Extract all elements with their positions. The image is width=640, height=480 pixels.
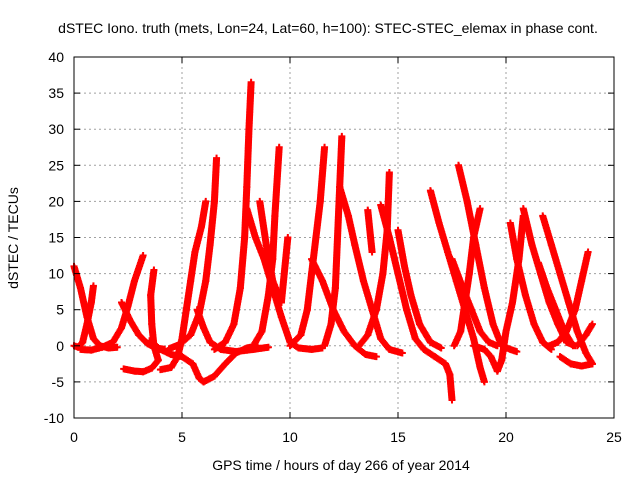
y-tick-label: 0 — [56, 338, 64, 354]
x-tick-label: 15 — [390, 429, 406, 445]
data-point — [264, 343, 272, 351]
data-arc — [146, 337, 262, 386]
data-point — [150, 266, 158, 274]
data-arc — [118, 298, 169, 353]
data-points — [70, 78, 596, 404]
y-tick-label: 25 — [48, 157, 64, 173]
data-point — [284, 234, 292, 241]
data-point — [385, 169, 393, 177]
data-point — [139, 252, 147, 260]
y-tick-label: -5 — [52, 374, 65, 390]
x-tick-label: 10 — [282, 429, 298, 445]
data-point — [202, 197, 210, 205]
y-tick-label: 5 — [56, 302, 64, 318]
data-arc — [448, 255, 501, 350]
x-tick-label: 20 — [498, 429, 514, 445]
data-arc — [76, 252, 147, 354]
y-axis: -10 -5 0 5 10 15 20 25 30 35 40 — [44, 49, 614, 426]
data-point — [247, 78, 255, 86]
data-point — [588, 360, 596, 368]
y-axis-label: dSTEC / TECUs — [5, 187, 21, 289]
data-point — [476, 205, 484, 213]
y-tick-label: 40 — [48, 49, 64, 65]
data-point — [584, 248, 592, 256]
x-tick-label: 0 — [70, 429, 78, 445]
y-tick-label: 15 — [48, 230, 64, 246]
data-arc — [364, 206, 376, 256]
data-point — [372, 353, 380, 361]
data-arc — [210, 78, 255, 353]
data-arc — [556, 353, 596, 370]
y-tick-label: 30 — [48, 121, 64, 137]
data-point — [513, 348, 521, 356]
data-arc — [545, 248, 592, 350]
data-arc — [573, 320, 596, 350]
y-tick-label: -10 — [44, 410, 64, 426]
data-point — [89, 282, 97, 290]
data-arc — [506, 219, 555, 353]
data-point — [338, 132, 346, 140]
data-point — [321, 143, 329, 151]
data-point — [448, 396, 456, 404]
data-arc — [256, 197, 292, 306]
data-point — [398, 349, 406, 357]
data-arc — [336, 183, 406, 357]
y-tick-label: 35 — [48, 85, 64, 101]
x-tick-label: 5 — [178, 429, 186, 445]
x-axis: 0 5 10 15 20 25 — [70, 57, 622, 445]
chart-title: dSTEC Iono. truth (mets, Lon=24, Lat=60,… — [58, 20, 598, 36]
data-arc — [286, 143, 329, 350]
data-point — [588, 320, 596, 328]
y-tick-label: 10 — [48, 266, 64, 282]
data-arc — [70, 282, 97, 351]
data-point — [275, 143, 283, 151]
data-arc — [377, 201, 456, 404]
y-tick-label: 20 — [48, 193, 64, 209]
data-point — [480, 378, 488, 386]
data-arc — [165, 154, 221, 353]
data-point — [368, 248, 376, 256]
x-axis-label: GPS time / hours of day 266 of year 2014 — [212, 457, 470, 473]
data-point — [437, 344, 445, 352]
data-point — [113, 343, 121, 351]
data-point — [213, 154, 221, 162]
data-arc — [394, 226, 445, 352]
data-arc — [156, 197, 210, 374]
x-tick-label: 25 — [606, 429, 622, 445]
